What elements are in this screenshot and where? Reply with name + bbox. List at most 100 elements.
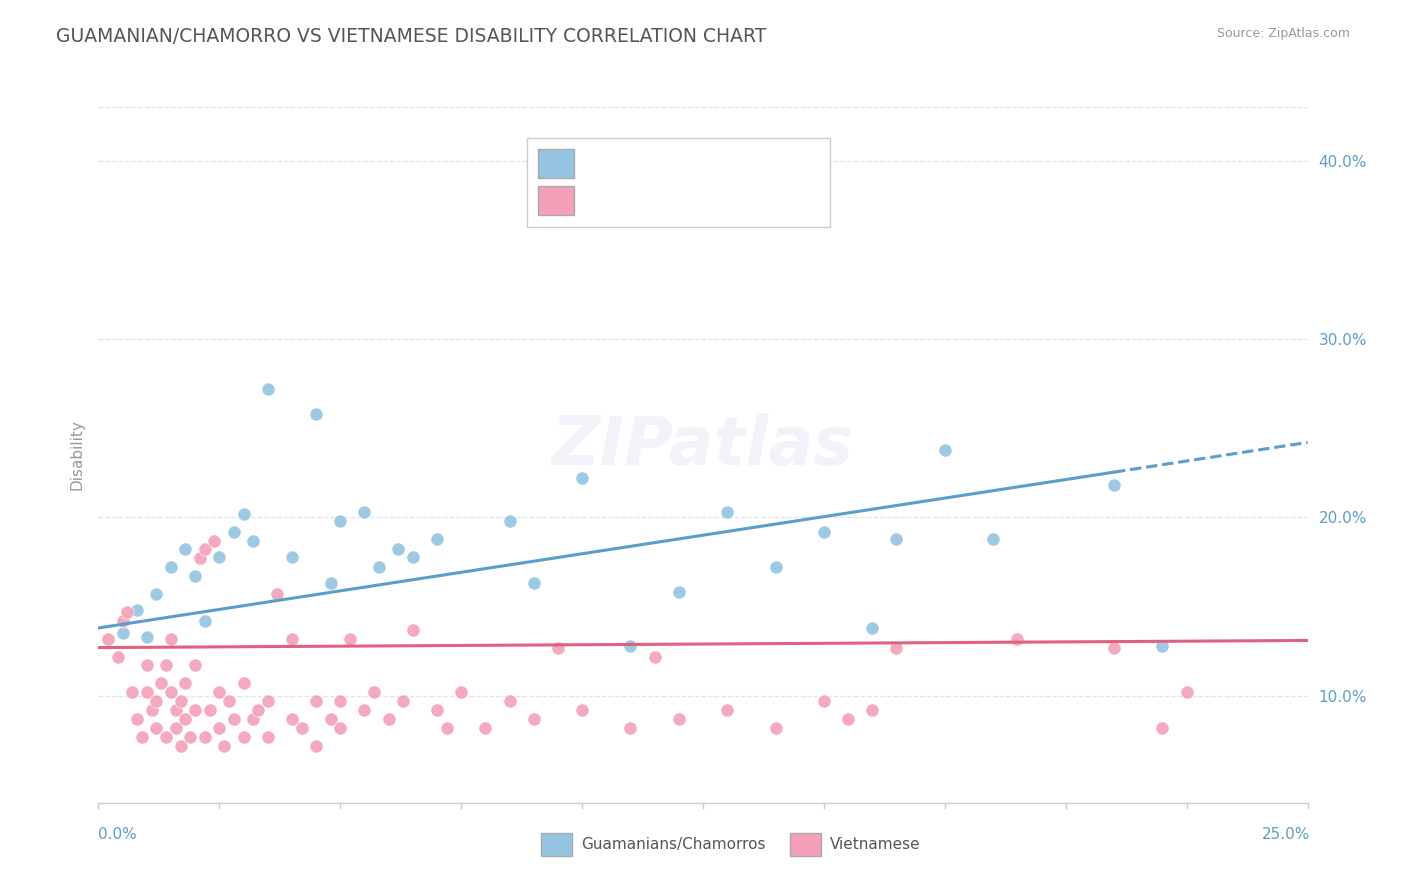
Point	[174, 542, 197, 557]
Point	[256, 382, 278, 396]
Point	[290, 721, 312, 735]
Point	[232, 507, 254, 521]
Point	[716, 703, 738, 717]
Point	[247, 703, 270, 717]
Point	[145, 694, 167, 708]
Point	[242, 712, 264, 726]
Point	[571, 703, 593, 717]
Point	[426, 532, 449, 546]
Y-axis label: Disability: Disability	[69, 419, 84, 491]
Point	[329, 694, 352, 708]
Point	[184, 658, 207, 673]
Text: 0.0%: 0.0%	[98, 827, 138, 841]
Point	[222, 524, 245, 539]
Point	[165, 703, 187, 717]
Point	[135, 658, 157, 673]
Point	[619, 721, 641, 735]
Point	[329, 514, 352, 528]
Point	[135, 630, 157, 644]
Point	[111, 626, 134, 640]
Point	[765, 721, 787, 735]
Point	[256, 694, 278, 708]
Point	[339, 632, 361, 646]
Point	[174, 712, 197, 726]
Point	[194, 730, 217, 744]
Point	[160, 632, 183, 646]
Point	[426, 703, 449, 717]
Point	[571, 471, 593, 485]
Point	[155, 658, 177, 673]
Point	[204, 533, 226, 548]
Point	[886, 532, 908, 546]
Point	[135, 685, 157, 699]
Point	[305, 407, 328, 421]
Point	[1102, 478, 1125, 492]
Point	[184, 569, 207, 583]
Point	[145, 587, 167, 601]
Point	[860, 621, 883, 635]
Point	[218, 694, 240, 708]
Point	[319, 576, 342, 591]
Point	[97, 632, 120, 646]
Point	[368, 560, 391, 574]
Point	[392, 694, 415, 708]
Point	[886, 640, 908, 655]
Point	[402, 623, 425, 637]
Point	[232, 676, 254, 690]
Point	[644, 649, 666, 664]
Point	[281, 632, 304, 646]
Text: ZIPatlas: ZIPatlas	[553, 413, 853, 479]
Point	[198, 703, 221, 717]
Point	[117, 605, 139, 619]
Point	[765, 560, 787, 574]
Text: Source: ZipAtlas.com: Source: ZipAtlas.com	[1216, 27, 1350, 40]
Point	[174, 676, 197, 690]
Point	[668, 585, 690, 599]
Point	[194, 614, 217, 628]
Point	[619, 639, 641, 653]
Point	[450, 685, 472, 699]
Point	[131, 730, 153, 744]
Point	[377, 712, 399, 726]
Point	[860, 703, 883, 717]
Point	[155, 730, 177, 744]
Point	[281, 712, 304, 726]
Point	[281, 549, 304, 564]
Point	[474, 721, 496, 735]
Point	[208, 721, 231, 735]
Text: R = 0.014    N = 78: R = 0.014 N = 78	[586, 192, 762, 210]
Point	[208, 549, 231, 564]
Point	[222, 712, 245, 726]
Point	[232, 730, 254, 744]
Point	[498, 514, 520, 528]
Text: GUAMANIAN/CHAMORRO VS VIETNAMESE DISABILITY CORRELATION CHART: GUAMANIAN/CHAMORRO VS VIETNAMESE DISABIL…	[56, 27, 766, 45]
Point	[208, 685, 231, 699]
Point	[188, 551, 211, 566]
Point	[160, 560, 183, 574]
Point	[169, 739, 191, 753]
Point	[266, 587, 288, 601]
Point	[111, 614, 134, 628]
Point	[1152, 721, 1174, 735]
Text: Guamanians/Chamorros: Guamanians/Chamorros	[581, 838, 765, 852]
Point	[256, 730, 278, 744]
Point	[436, 721, 458, 735]
Point	[363, 685, 385, 699]
Point	[934, 442, 956, 457]
Point	[668, 712, 690, 726]
Point	[212, 739, 235, 753]
Point	[305, 739, 328, 753]
Point	[837, 712, 859, 726]
Point	[160, 685, 183, 699]
Point	[127, 603, 149, 617]
Point	[179, 730, 201, 744]
Point	[107, 649, 129, 664]
Point	[305, 694, 328, 708]
Point	[498, 694, 520, 708]
Text: 25.0%: 25.0%	[1263, 827, 1310, 841]
Point	[981, 532, 1004, 546]
Text: Vietnamese: Vietnamese	[830, 838, 920, 852]
Point	[141, 703, 163, 717]
Point	[353, 505, 375, 519]
Point	[165, 721, 187, 735]
